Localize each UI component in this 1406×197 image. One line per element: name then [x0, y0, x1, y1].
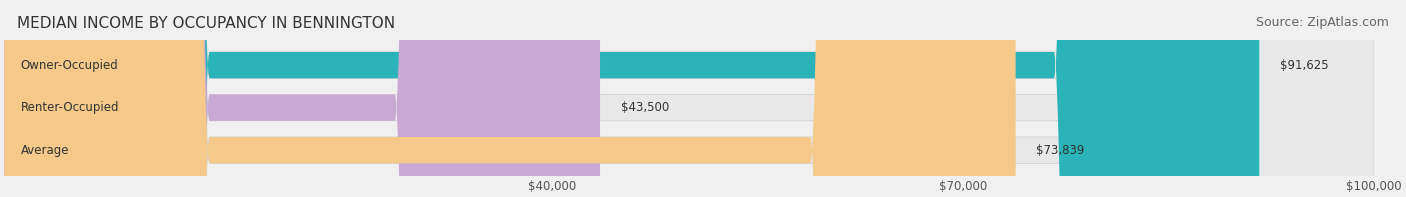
FancyBboxPatch shape — [4, 0, 1374, 197]
Text: MEDIAN INCOME BY OCCUPANCY IN BENNINGTON: MEDIAN INCOME BY OCCUPANCY IN BENNINGTON — [17, 16, 395, 31]
FancyBboxPatch shape — [4, 0, 600, 197]
FancyBboxPatch shape — [4, 0, 1015, 197]
Text: $73,839: $73,839 — [1036, 144, 1084, 157]
Text: $91,625: $91,625 — [1279, 59, 1329, 72]
Text: Source: ZipAtlas.com: Source: ZipAtlas.com — [1256, 16, 1389, 29]
FancyBboxPatch shape — [4, 0, 1374, 197]
Text: Average: Average — [21, 144, 69, 157]
FancyBboxPatch shape — [4, 0, 1374, 197]
Text: Renter-Occupied: Renter-Occupied — [21, 101, 120, 114]
FancyBboxPatch shape — [4, 0, 1260, 197]
Text: $43,500: $43,500 — [620, 101, 669, 114]
Text: Owner-Occupied: Owner-Occupied — [21, 59, 118, 72]
